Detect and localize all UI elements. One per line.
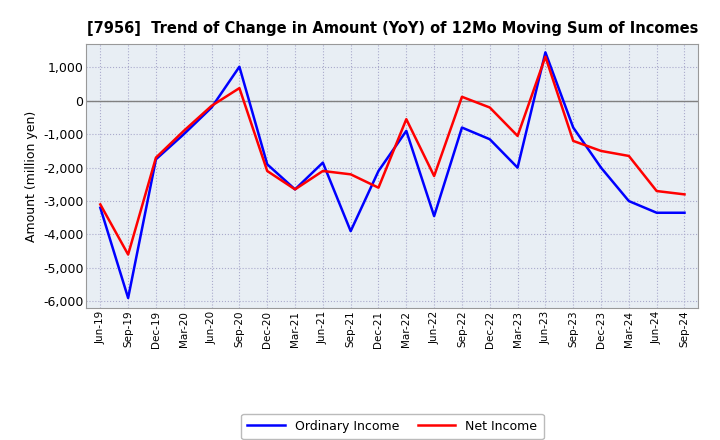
Net Income [346, 172, 355, 177]
Net Income [402, 117, 410, 122]
Line: Net Income: Net Income [100, 57, 685, 254]
Ordinary Income [624, 198, 633, 204]
Ordinary Income [569, 125, 577, 130]
Ordinary Income [235, 64, 243, 70]
Y-axis label: Amount (million yen): Amount (million yen) [24, 110, 37, 242]
Ordinary Income [652, 210, 661, 216]
Ordinary Income [485, 136, 494, 142]
Net Income [291, 187, 300, 192]
Net Income [152, 155, 161, 160]
Ordinary Income [541, 50, 550, 55]
Ordinary Income [96, 205, 104, 210]
Net Income [513, 133, 522, 139]
Net Income [124, 252, 132, 257]
Ordinary Income [152, 157, 161, 162]
Net Income [263, 169, 271, 174]
Net Income [541, 54, 550, 59]
Ordinary Income [513, 165, 522, 170]
Net Income [680, 192, 689, 197]
Ordinary Income [179, 132, 188, 137]
Net Income [485, 105, 494, 110]
Net Income [96, 202, 104, 207]
Ordinary Income [318, 160, 327, 165]
Net Income [652, 188, 661, 194]
Net Income [597, 148, 606, 154]
Legend: Ordinary Income, Net Income: Ordinary Income, Net Income [241, 414, 544, 439]
Net Income [318, 169, 327, 174]
Ordinary Income [680, 210, 689, 216]
Net Income [374, 185, 383, 191]
Net Income [430, 173, 438, 179]
Ordinary Income [374, 169, 383, 174]
Ordinary Income [346, 228, 355, 234]
Ordinary Income [458, 125, 467, 130]
Line: Ordinary Income: Ordinary Income [100, 52, 685, 298]
Ordinary Income [207, 105, 216, 110]
Ordinary Income [124, 295, 132, 301]
Net Income [569, 138, 577, 143]
Ordinary Income [430, 213, 438, 219]
Title: [7956]  Trend of Change in Amount (YoY) of 12Mo Moving Sum of Incomes: [7956] Trend of Change in Amount (YoY) o… [86, 21, 698, 36]
Net Income [179, 128, 188, 133]
Net Income [624, 153, 633, 158]
Net Income [207, 103, 216, 109]
Ordinary Income [291, 187, 300, 192]
Net Income [458, 94, 467, 99]
Net Income [235, 85, 243, 91]
Ordinary Income [263, 161, 271, 167]
Ordinary Income [402, 128, 410, 133]
Ordinary Income [597, 165, 606, 170]
